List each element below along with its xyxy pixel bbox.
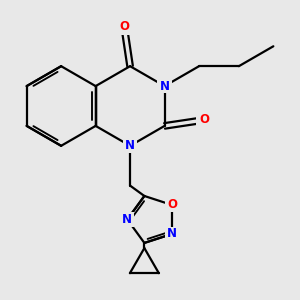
Bar [158, 79, 172, 93]
Bar [123, 139, 137, 153]
Text: O: O [199, 113, 209, 127]
Bar [116, 19, 132, 35]
Bar [120, 212, 134, 226]
Bar [165, 227, 179, 241]
Bar [165, 198, 179, 212]
Text: O: O [119, 20, 129, 33]
Text: N: N [167, 227, 177, 241]
Text: N: N [125, 139, 135, 152]
Text: N: N [122, 213, 132, 226]
Bar [196, 112, 212, 128]
Text: O: O [167, 198, 177, 212]
Text: N: N [160, 80, 170, 93]
